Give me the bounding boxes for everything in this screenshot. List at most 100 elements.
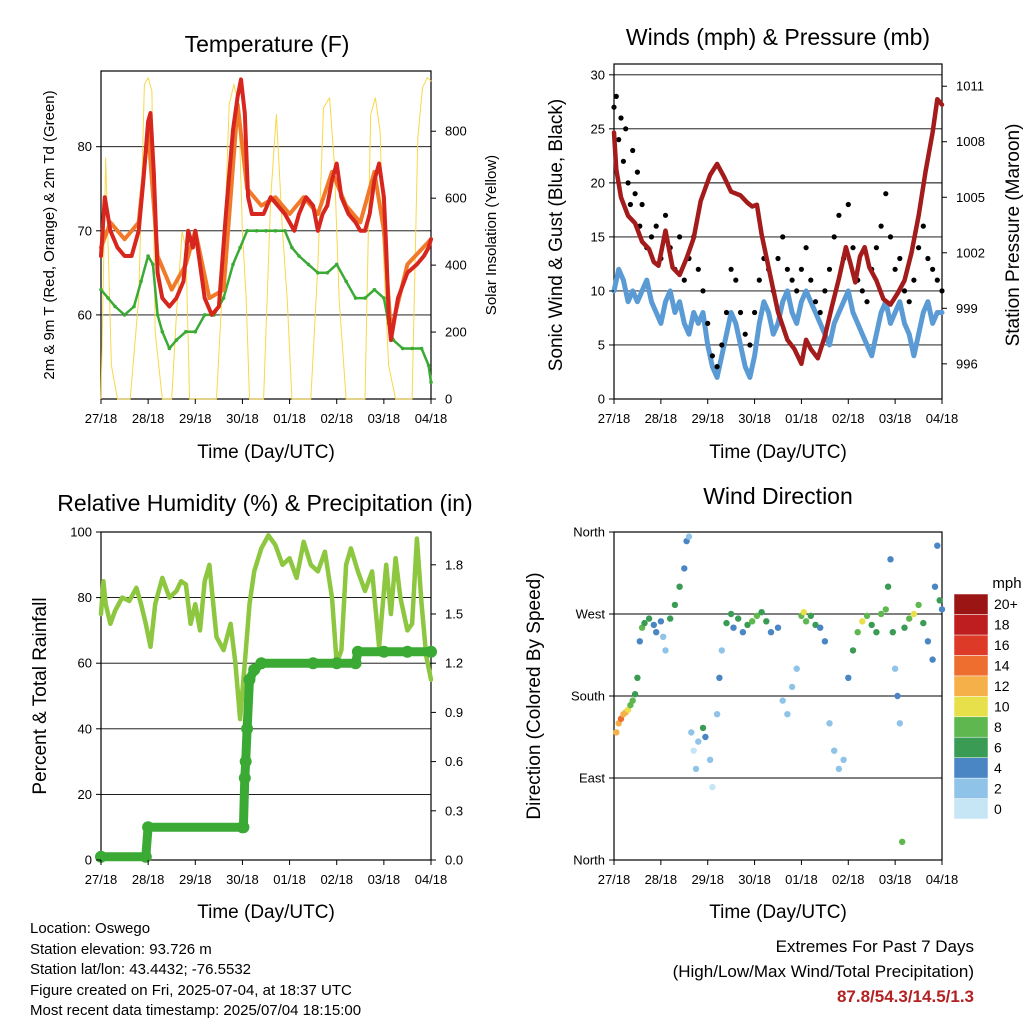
gust-point <box>623 126 629 132</box>
humidity-axes: 0 20 40 60 80 100 0.0 0.3 0.6 0.9 1.2 1.5 1.8 27/18 28… <box>70 525 463 888</box>
direction-point <box>812 621 819 629</box>
x-tick-label: 03/18 <box>368 872 401 887</box>
gust-point <box>620 158 627 164</box>
winds-ylabel-left: Sonic Wind & Gust (Blue, Black) <box>546 99 567 371</box>
direction-point <box>634 674 641 681</box>
precipitation-point <box>239 755 252 768</box>
dewpoint-point <box>382 296 386 300</box>
precipitation-point <box>238 772 251 784</box>
direction-point <box>899 838 906 845</box>
y-tick-label: 100 <box>70 525 92 540</box>
dewpoint-point <box>238 245 242 250</box>
gust-point <box>878 223 884 229</box>
dewpoint-point <box>264 229 268 233</box>
figure-created: Figure created on Fri, 2025-07-04, at 18… <box>30 981 352 999</box>
colorbar-swatch <box>953 696 989 718</box>
direction-point <box>800 609 807 616</box>
colorbar-swatch <box>953 614 989 636</box>
direction-point <box>695 738 702 745</box>
temp-9m-line <box>99 102 433 334</box>
colorbar-label: 6 <box>994 739 1002 755</box>
direction-point <box>723 619 730 627</box>
direction-point <box>641 619 648 627</box>
direction-point <box>877 610 885 618</box>
station-pressure-line <box>611 96 945 367</box>
gust-point <box>653 223 659 229</box>
direction-point <box>859 618 866 625</box>
humidity-panel: Relative Humidity (%) & Precipitation (i… <box>30 490 473 923</box>
direction-point <box>891 665 899 672</box>
y2-tick-label: 996 <box>956 356 978 371</box>
direction-point <box>845 674 852 681</box>
colorbar-label: 16 <box>994 637 1010 653</box>
direction-point <box>676 583 683 590</box>
gust-point <box>911 277 917 283</box>
direction-point <box>690 747 697 754</box>
colorbar-swatch <box>953 757 989 779</box>
gust-point <box>747 342 753 348</box>
gust-point <box>616 137 622 143</box>
gust-point <box>901 288 908 294</box>
dewpoint-point <box>426 363 431 368</box>
direction-point <box>653 629 660 636</box>
y-tick-label: 20 <box>591 175 605 190</box>
dewpoint-point <box>273 229 278 233</box>
gust-point <box>700 288 706 294</box>
dewpoint-point <box>151 262 155 267</box>
direction-point <box>709 783 716 791</box>
x-tick-label: 28/18 <box>132 872 165 887</box>
gust-point <box>630 147 636 154</box>
direction-point <box>854 629 861 636</box>
gust-point <box>836 212 842 218</box>
colorbar-label: 2 <box>994 780 1002 796</box>
direction-point <box>821 638 829 645</box>
direction-point <box>873 629 880 636</box>
dewpoint-point <box>372 287 377 292</box>
direction-point <box>882 606 889 613</box>
direction-point <box>749 618 756 625</box>
gust-point <box>714 364 720 370</box>
direction-point <box>884 583 892 590</box>
y2-tick-label: 1.5 <box>445 607 463 622</box>
direction-point <box>713 711 721 718</box>
precipitation-group <box>95 645 437 863</box>
direction-point <box>896 720 903 727</box>
direction-point <box>934 542 941 549</box>
direction-plot-area <box>613 533 946 845</box>
dewpoint-point <box>306 262 311 267</box>
gust-point <box>831 234 837 240</box>
x-tick-label: 28/18 <box>132 411 165 426</box>
dewpoint-point <box>297 254 301 258</box>
direction-point <box>901 624 908 631</box>
y-tick-label: 20 <box>78 787 92 802</box>
y-tick-label: 0 <box>85 853 92 868</box>
direction-point <box>692 765 700 773</box>
gust-point <box>864 299 870 305</box>
gust-point <box>812 299 819 305</box>
y2-tick-label: 1011 <box>956 79 984 94</box>
direction-point <box>702 733 709 741</box>
y-tick-label: 10 <box>591 283 605 298</box>
colorbar: 0 2 4 6 8 10 12 14 16 18 20+ <box>953 593 1018 820</box>
relative-humidity-line <box>98 533 434 722</box>
x-tick-label: 02/18 <box>832 872 865 887</box>
gust-point <box>705 320 711 326</box>
x-tick-label: 03/18 <box>879 411 912 426</box>
y-tick-label: 60 <box>78 656 92 671</box>
direction-point <box>631 691 639 698</box>
x-tick-label: 29/18 <box>179 411 212 426</box>
colorbar-label: 14 <box>994 658 1010 674</box>
station-info: Location: Oswego Station elevation: 93.7… <box>30 919 361 1022</box>
colorbar-label: 10 <box>994 699 1010 715</box>
dewpoint-point <box>113 304 117 309</box>
y2-tick-label: 600 <box>445 191 467 206</box>
x-tick-label: 04/18 <box>926 411 959 426</box>
y-tick-label: 70 <box>78 223 92 238</box>
x-tick-label: 02/18 <box>832 411 865 426</box>
temperature-panel: Temperature (F) 607080020040060080027/18… <box>41 31 500 463</box>
direction-point <box>938 606 946 613</box>
gust-point <box>892 266 898 272</box>
x-tick-label: 27/18 <box>598 411 631 426</box>
